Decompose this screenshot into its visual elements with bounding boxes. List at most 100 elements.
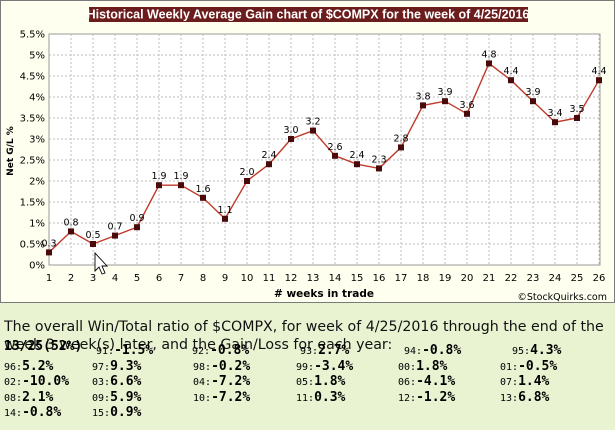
year-label: 95: — [512, 346, 531, 357]
data-point — [398, 144, 404, 151]
x-tick-label: 18 — [417, 273, 430, 284]
data-label: 2.4 — [261, 150, 276, 161]
x-tick-label: 23 — [527, 273, 540, 284]
year-label: 01: — [500, 361, 519, 373]
y-tick-label: 2% — [29, 177, 45, 188]
year-result: 08:2.1% — [4, 386, 53, 405]
summary-text: The overall Win/Total ratio of $COMPX, f… — [4, 319, 604, 353]
data-point — [178, 182, 184, 189]
year-value: -1.5% — [114, 343, 154, 358]
year-label: 06: — [398, 377, 417, 388]
year-value: 1.8% — [416, 358, 448, 374]
data-point — [596, 77, 602, 84]
year-result: 15:0.9% — [92, 401, 141, 420]
year-value: 6.6% — [110, 374, 142, 389]
data-point — [486, 60, 492, 67]
plot-area — [48, 33, 601, 266]
year-row: 96:5.2% 97:9.3% 98:-0.2% 99:-3.4% 00:1.8% 01:… — [4, 355, 614, 374]
year-label: 09: — [92, 392, 111, 404]
year-result: 06:-4.1% — [398, 370, 455, 389]
year-value: -0.8% — [210, 343, 250, 358]
y-tick-label: 5% — [29, 51, 45, 62]
data-label: 3.6 — [459, 100, 474, 111]
year-result: 14:-0.8% — [4, 401, 61, 420]
data-label: 3.9 — [437, 87, 452, 98]
x-tick-label: 16 — [373, 273, 386, 284]
x-tick-label: 10 — [241, 273, 254, 284]
year-label: 08: — [4, 392, 23, 404]
data-label: 2.0 — [239, 167, 254, 178]
year-label: 15: — [92, 408, 111, 419]
year-label: 03: — [92, 377, 111, 388]
data-point — [310, 127, 316, 134]
year-row: 02:-10.0% 03:6.6% 04:-7.2% 05:1.8% 06:-4.1% 0… — [4, 370, 614, 389]
data-point — [244, 178, 250, 184]
year-result: 98:-0.2% — [193, 355, 250, 374]
data-label: 4.4 — [591, 66, 606, 77]
year-result: 93:2.7% — [300, 339, 349, 358]
year-result: 04:-7.2% — [193, 370, 250, 389]
x-tick-label: 12 — [285, 273, 298, 284]
year-result: 00:1.8% — [398, 355, 447, 374]
year-result: 94:-0.8% — [404, 339, 461, 358]
year-label: 99: — [296, 361, 315, 373]
year-value: -0.2% — [211, 358, 251, 374]
year-label: 98: — [193, 361, 212, 373]
year-row: 13/25(52%) 91:-1.5% 92:-0.8% 93:2.7% 94:-0.8… — [4, 339, 614, 358]
data-label: 0.7 — [107, 222, 122, 233]
x-tick-label: 7 — [178, 273, 184, 284]
year-value: -0.8% — [422, 343, 462, 358]
year-value: 6.8% — [518, 389, 550, 405]
x-tick-label: 4 — [112, 273, 118, 284]
year-value: 2.1% — [22, 389, 54, 405]
x-tick-label: 19 — [439, 273, 452, 284]
y-tick-label: 0.5% — [20, 240, 45, 251]
year-result: 09:5.9% — [92, 386, 141, 405]
mouse-cursor-icon — [94, 251, 109, 275]
x-tick-label: 9 — [222, 273, 228, 284]
win-ratio: 13/25(52%) — [4, 339, 83, 354]
y-tick-label: 0% — [29, 261, 45, 272]
year-label: 92: — [192, 346, 211, 357]
y-tick-label: 3% — [29, 135, 45, 146]
year-value: -3.4% — [314, 358, 354, 374]
y-axis-label: Net G/L % — [6, 126, 16, 176]
data-label: 4.4 — [503, 66, 518, 77]
year-label: 97: — [92, 361, 111, 373]
data-point — [574, 115, 580, 121]
chart-title-bar — [89, 7, 528, 22]
y-tick-label: 1% — [29, 219, 45, 230]
y-tick-label: 3.5% — [20, 114, 45, 125]
year-value: 0.3% — [314, 389, 346, 405]
year-label: 12: — [398, 392, 417, 404]
x-tick-label: 25 — [571, 273, 584, 284]
x-tick-label: 21 — [483, 273, 496, 284]
x-axis-label: # weeks in trade — [274, 288, 374, 300]
year-value: -7.2% — [211, 389, 251, 405]
x-tick-label: 14 — [329, 273, 342, 284]
year-row: 08:2.1% 09:5.9% 10:-7.2% 11:0.3% 12:-1.2% 13:… — [4, 386, 614, 405]
x-tick-label: 17 — [395, 273, 408, 284]
data-label: 3.4 — [547, 108, 562, 119]
year-result: 12:-1.2% — [398, 386, 455, 405]
data-point — [46, 249, 52, 256]
year-label: 07: — [500, 377, 519, 388]
year-label: 93: — [300, 346, 319, 357]
data-point — [376, 165, 382, 172]
year-label: 94: — [404, 346, 423, 357]
data-labels: 0.3 0.8 0.5 0.7 0.9 1.9 1.9 1.6 1.1 2.0 2.4 3.0 3.2 2… — [41, 49, 606, 249]
year-label: 00: — [398, 361, 417, 373]
data-point — [90, 241, 96, 247]
y-tick-label: 5.5% — [20, 30, 45, 41]
data-point — [266, 161, 272, 168]
data-label: 3.5 — [569, 104, 584, 115]
year-value: 4.3% — [530, 343, 562, 358]
data-label: 3.2 — [305, 117, 320, 128]
year-result: 97:9.3% — [92, 355, 141, 374]
data-label: 0.8 — [63, 217, 78, 228]
data-label: 3.8 — [415, 91, 430, 102]
year-result: 92:-0.8% — [192, 339, 249, 358]
chart-title: Historical Weekly Average Gain chart of … — [87, 8, 530, 22]
year-label: 91: — [96, 346, 115, 357]
data-label: 0.5 — [85, 230, 100, 241]
